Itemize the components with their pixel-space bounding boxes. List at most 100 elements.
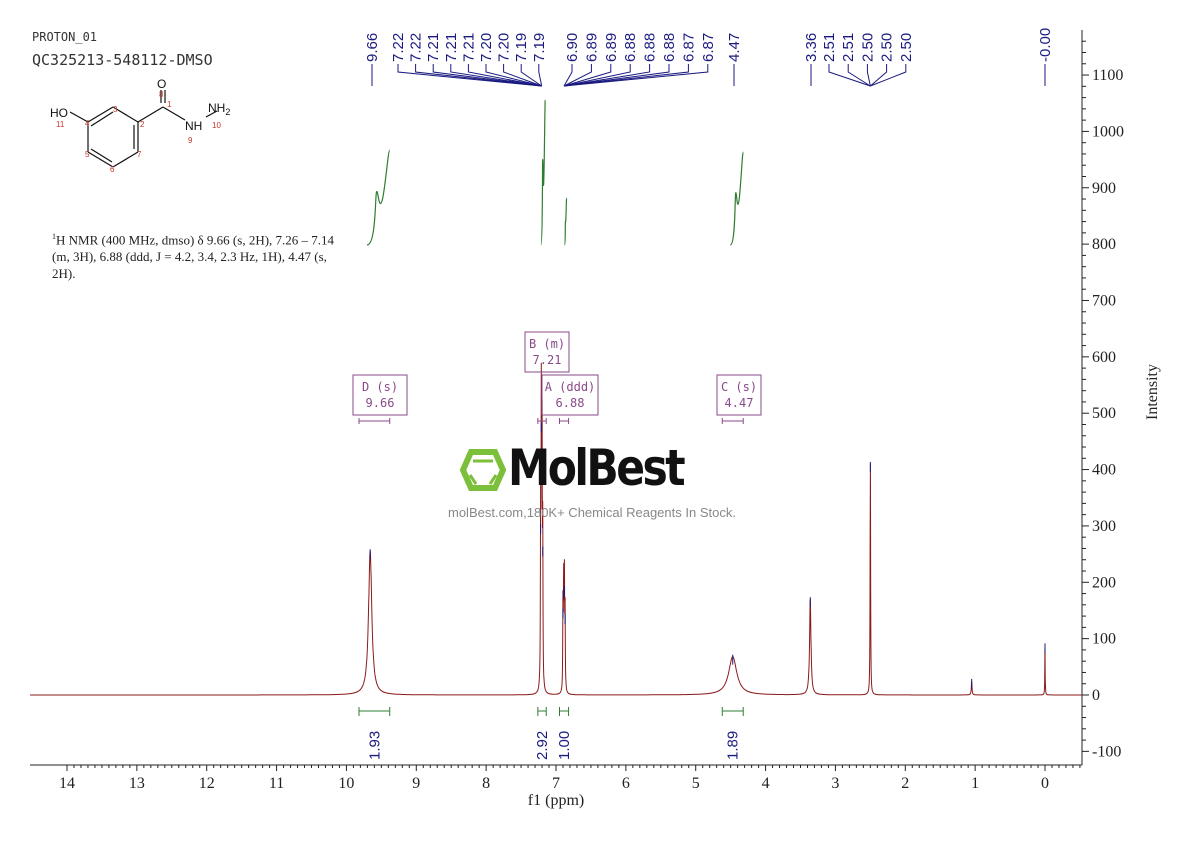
nmr-description: 1H NMR (400 MHz, dmso) δ 9.66 (s, 2H), 7… xyxy=(52,232,335,282)
peak-label-leader xyxy=(415,64,542,87)
x-axis-label: f1 (ppm) xyxy=(528,792,584,809)
y-tick-label: 200 xyxy=(1092,574,1116,591)
svg-text:11: 11 xyxy=(56,120,65,129)
atom-hydroxyl: HO xyxy=(50,106,68,120)
multiplet-shift: 4.47 xyxy=(725,396,754,410)
integral-bracket xyxy=(721,707,744,716)
multiplet-box xyxy=(352,374,408,416)
integral-value: 1.89 xyxy=(725,731,742,760)
multiplet-range xyxy=(358,418,391,424)
watermark-logo-text: MolBest xyxy=(508,439,686,497)
y-tick-label: 1100 xyxy=(1092,67,1123,84)
x-tick-label: 9 xyxy=(412,775,420,792)
x-tick-label: 3 xyxy=(831,775,839,792)
svg-text:2: 2 xyxy=(140,120,145,129)
svg-text:1: 1 xyxy=(167,100,172,109)
peak-label: 9.66 xyxy=(364,33,381,62)
peak-label: 3.36 xyxy=(803,33,820,62)
peak-label: 2.50 xyxy=(859,33,876,62)
integral-bracket xyxy=(537,707,547,716)
x-tick-label: 5 xyxy=(692,775,700,792)
integral-value: 2.92 xyxy=(534,731,551,760)
peak-label-leader xyxy=(520,64,542,87)
peak-label-leader xyxy=(450,64,542,87)
svg-text:9: 9 xyxy=(188,136,193,145)
x-tick-label: 10 xyxy=(338,775,354,792)
x-tick-label: 13 xyxy=(129,775,145,792)
atom-numbers: 1 2 3 4 5 6 7 8 9 10 11 xyxy=(56,90,221,174)
peak-label: 7.22 xyxy=(408,33,425,62)
y-tick-label: 1000 xyxy=(1092,123,1124,140)
peak-label: 6.87 xyxy=(680,33,697,62)
multiplet-shift: 6.88 xyxy=(556,396,585,410)
y-tick-label: 700 xyxy=(1092,292,1116,309)
svg-text:3: 3 xyxy=(113,105,118,114)
svg-text:10: 10 xyxy=(212,121,221,130)
x-tick-label: 0 xyxy=(1041,775,1049,792)
atom-nh: NH xyxy=(185,119,202,133)
multiplet-label: A (ddd) xyxy=(545,380,596,394)
y-tick-label: 100 xyxy=(1092,631,1116,648)
experiment-name: PROTON_01 xyxy=(32,30,98,44)
x-tick-label: 7 xyxy=(552,775,560,792)
sample-id: QC325213-548112-DMSO xyxy=(32,51,213,69)
x-tick-label: 14 xyxy=(59,775,75,792)
peak-label-leader xyxy=(432,64,542,87)
multiplet-range xyxy=(537,418,547,424)
peak-label-leader xyxy=(563,64,651,87)
peak-label-leader xyxy=(847,64,871,87)
peak-label: 6.90 xyxy=(564,33,581,62)
spectrum-trace xyxy=(30,362,1082,696)
peak-label-leader xyxy=(503,64,542,87)
svg-text:5: 5 xyxy=(85,150,90,159)
y-tick-label: 800 xyxy=(1092,236,1116,253)
peak-label: 6.88 xyxy=(642,33,659,62)
peak-label: 6.88 xyxy=(622,33,639,62)
integral-value: 1.93 xyxy=(366,731,383,760)
y-tick-label: 400 xyxy=(1092,462,1116,479)
multiplet-shift: 7.21 xyxy=(533,353,562,367)
peak-label: 7.20 xyxy=(478,33,495,62)
peak-label-leader xyxy=(467,64,542,87)
peak-label: 2.51 xyxy=(840,33,857,62)
y-tick-label: 0 xyxy=(1092,687,1100,704)
peak-label: 6.89 xyxy=(603,33,620,62)
integral-value: 1.00 xyxy=(556,731,573,760)
peak-label-leader xyxy=(563,64,670,87)
peak-label-leader xyxy=(563,64,631,87)
peak-label-leader xyxy=(538,64,543,87)
peak-label-leader xyxy=(563,64,612,87)
x-tick-label: 1 xyxy=(971,775,979,792)
multiplet-label: C (s) xyxy=(721,380,757,394)
y-tick-label: 900 xyxy=(1092,180,1116,197)
svg-text:8: 8 xyxy=(159,90,164,99)
svg-text:4: 4 xyxy=(85,119,90,128)
x-tick-label: 2 xyxy=(901,775,909,792)
integral-curve xyxy=(540,99,546,246)
peak-label: 7.19 xyxy=(531,33,548,62)
multiplet-box xyxy=(541,374,599,416)
svg-text:7: 7 xyxy=(137,150,142,159)
integral-bracket xyxy=(558,707,570,716)
multiplet-box xyxy=(524,331,570,373)
multiplet-shift: 9.66 xyxy=(366,396,395,410)
y-axis-label: Intensity xyxy=(1144,364,1161,420)
watermark-logo-icon xyxy=(459,449,507,491)
peak-label-leader xyxy=(563,64,592,87)
peak-label-leader xyxy=(397,64,542,87)
x-tick-label: 8 xyxy=(482,775,490,792)
peak-label-leader xyxy=(485,64,542,87)
molecule-structure xyxy=(69,90,218,168)
x-tick-label: 12 xyxy=(199,775,215,792)
peak-label: 7.22 xyxy=(390,33,407,62)
atom-nh2: NH2 xyxy=(208,101,230,117)
peak-label: 6.88 xyxy=(661,33,678,62)
y-tick-label: -100 xyxy=(1092,743,1121,760)
integral-bracket xyxy=(358,707,391,716)
peak-label: -0.00 xyxy=(1037,28,1054,62)
x-tick-label: 11 xyxy=(269,775,284,792)
y-tick-label: 600 xyxy=(1092,349,1116,366)
peak-label: 7.20 xyxy=(496,33,513,62)
peak-label: 2.50 xyxy=(879,33,896,62)
peak-label: 2.51 xyxy=(821,33,838,62)
